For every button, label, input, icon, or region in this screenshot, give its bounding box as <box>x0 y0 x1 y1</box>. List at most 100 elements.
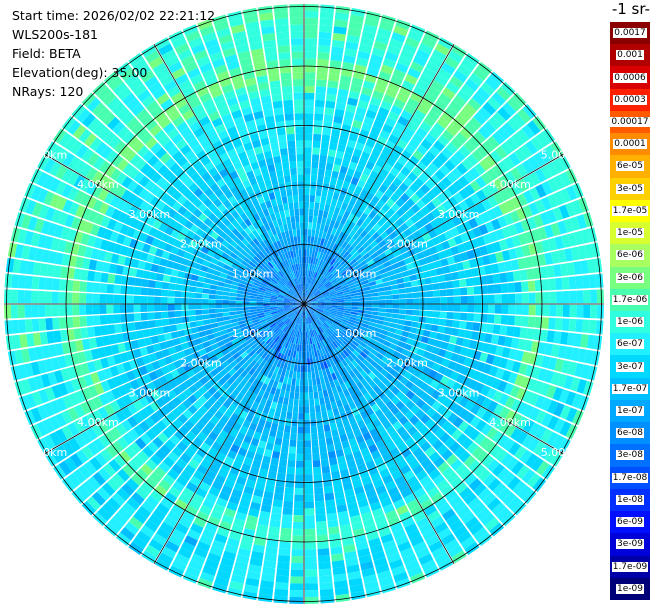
beta-sector-cell <box>275 284 282 290</box>
beta-sector-cell <box>270 324 278 330</box>
beta-sector-cell <box>82 113 96 128</box>
beta-sector-cell <box>280 331 286 339</box>
beta-sector-cell <box>197 203 208 213</box>
beta-sector-cell <box>81 257 91 270</box>
beta-sector-cell <box>398 309 407 315</box>
beta-sector-cell <box>179 242 189 251</box>
beta-sector-cell <box>351 384 360 393</box>
beta-sector-cell <box>309 337 313 345</box>
beta-sector-cell <box>290 300 298 303</box>
beta-sector-cell <box>369 501 382 512</box>
beta-sector-cell <box>371 311 379 316</box>
beta-sector-cell <box>310 344 314 352</box>
beta-sector-cell <box>274 18 289 26</box>
beta-sector-cell <box>66 328 75 341</box>
beta-sector-cell <box>334 229 341 238</box>
beta-sector-cell <box>410 115 423 127</box>
beta-sector-cell <box>44 235 54 250</box>
beta-sector-cell <box>541 317 550 329</box>
beta-sector-cell <box>332 192 340 201</box>
beta-sector-cell <box>503 438 516 452</box>
beta-sector-cell <box>317 554 331 563</box>
beta-sector-cell <box>450 327 459 337</box>
beta-sector-cell <box>365 160 375 171</box>
beta-sector-cell <box>481 185 493 198</box>
beta-sector-cell <box>167 362 177 372</box>
beta-sector-cell <box>384 51 399 62</box>
beta-sector-cell <box>83 460 97 475</box>
beta-sector-cell <box>304 331 306 339</box>
beta-sector-cell <box>395 358 405 367</box>
beta-sector-cell <box>279 58 291 67</box>
beta-sector-cell <box>363 266 371 273</box>
beta-sector-cell <box>132 536 148 550</box>
beta-sector-cell <box>482 101 497 116</box>
beta-sector-cell <box>463 357 473 368</box>
beta-sector-cell <box>457 329 466 338</box>
beta-sector-cell <box>436 192 448 204</box>
beta-sector-cell <box>316 363 322 371</box>
beta-sector-cell <box>160 98 174 111</box>
beta-sector-cell <box>403 228 413 237</box>
beta-sector-cell <box>297 426 304 434</box>
beta-sector-cell <box>356 381 364 390</box>
beta-sector-cell <box>288 202 294 210</box>
beta-sector-cell <box>190 523 204 535</box>
beta-sector-cell <box>363 316 371 322</box>
beta-sector-cell <box>290 562 304 570</box>
beta-sector-cell <box>202 565 217 577</box>
beta-sector-cell <box>251 316 259 321</box>
beta-sector-cell <box>384 188 394 198</box>
beta-sector-cell <box>323 308 331 311</box>
beta-sector-cell <box>244 364 253 373</box>
beta-sector-cell <box>79 316 87 327</box>
beta-sector-cell <box>553 331 562 344</box>
beta-sector-cell <box>187 193 198 204</box>
beta-sector-cell <box>480 172 493 185</box>
beta-sector-cell <box>106 314 115 325</box>
beta-sector-cell <box>30 407 43 423</box>
beta-sector-cell <box>140 384 151 396</box>
beta-sector-cell <box>58 304 66 317</box>
beta-sector-cell <box>404 410 415 421</box>
beta-sector-cell <box>344 425 353 434</box>
beta-sector-cell <box>357 344 365 352</box>
beta-sector-cell <box>164 157 176 169</box>
beta-sector-cell <box>243 14 259 24</box>
beta-sector-cell <box>154 111 168 124</box>
beta-sector-cell <box>522 489 537 505</box>
beta-sector-cell <box>197 431 208 442</box>
beta-sector-cell <box>552 386 564 401</box>
beta-sector-cell <box>97 420 110 434</box>
beta-sector-cell <box>230 443 240 454</box>
beta-sector-cell <box>456 433 468 445</box>
beta-sector-cell <box>282 340 288 348</box>
beta-sector-cell <box>138 420 150 433</box>
beta-sector-cell <box>265 442 274 451</box>
beta-sector-cell <box>329 457 338 466</box>
beta-sector-cell <box>357 179 366 189</box>
beta-sector-cell <box>93 271 102 282</box>
beta-sector-cell <box>330 464 339 473</box>
beta-sector-cell <box>319 333 325 341</box>
beta-sector-cell <box>87 270 96 282</box>
beta-sector-cell <box>491 164 504 178</box>
beta-sector-cell <box>534 395 546 409</box>
beta-sector-cell <box>312 140 321 148</box>
beta-sector-cell <box>275 273 282 280</box>
beta-sector-cell <box>312 336 317 344</box>
beta-sector-cell <box>135 269 144 278</box>
beta-sector-cell <box>148 245 158 256</box>
beta-sector-cell <box>376 319 384 325</box>
beta-sector-cell <box>92 282 101 293</box>
beta-sector-cell <box>410 481 423 493</box>
beta-sector-cell <box>378 360 387 369</box>
beta-sector-cell <box>277 308 285 311</box>
beta-sector-cell <box>395 207 406 218</box>
beta-sector-cell <box>75 256 84 269</box>
beta-sector-cell <box>393 571 409 583</box>
beta-sector-cell <box>229 296 237 301</box>
beta-sector-cell <box>335 287 343 292</box>
beta-sector-cell <box>274 114 285 123</box>
beta-sector-cell <box>424 222 434 233</box>
